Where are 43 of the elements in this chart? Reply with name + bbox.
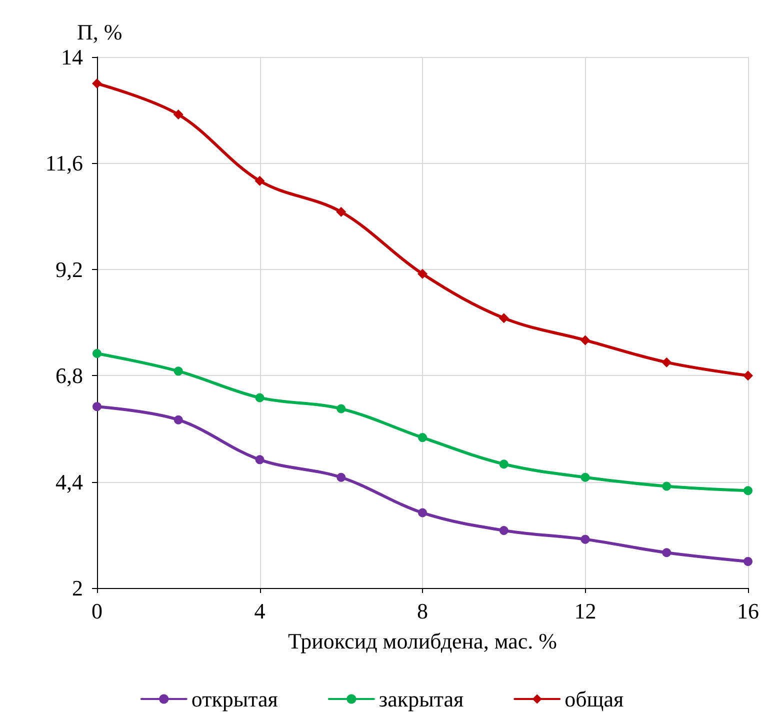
x-tick-label: 8: [417, 598, 428, 624]
point: [92, 402, 102, 412]
point: [92, 78, 102, 89]
point: [580, 335, 590, 346]
y-tick-label: 14: [61, 44, 83, 70]
point: [174, 415, 183, 424]
point: [173, 110, 184, 120]
x-tick-label: 4: [254, 598, 266, 624]
point: [174, 366, 183, 376]
point: [743, 370, 753, 381]
x-tick-label: 12: [574, 598, 596, 624]
point: [255, 393, 264, 402]
x-tick-label: 16: [737, 598, 759, 624]
point: [418, 433, 427, 442]
y-tick-label: 6,8: [56, 363, 83, 388]
point: [255, 455, 264, 464]
point: [336, 404, 346, 414]
point: [336, 472, 346, 482]
y-tick-label: 2: [72, 576, 83, 600]
x-tick-label: 0: [92, 598, 102, 624]
point: [499, 460, 508, 469]
y-tick-label: 4,4: [56, 469, 83, 494]
point: [662, 548, 672, 558]
x-axis-title: Триоксид молибдена, мас. %: [288, 628, 557, 654]
point: [580, 472, 590, 482]
legend-label: закрытая: [378, 686, 464, 712]
legend-label: открытая: [191, 686, 278, 712]
legend-label: общая: [564, 686, 624, 712]
point: [580, 534, 590, 544]
point: [92, 348, 102, 358]
point: [336, 206, 346, 217]
point: [662, 357, 672, 368]
point: [418, 268, 428, 279]
point: [744, 556, 752, 566]
point: [662, 482, 672, 491]
y-tick-label: 9,2: [56, 256, 83, 282]
y-tick-label: 11,6: [45, 150, 83, 176]
point: [254, 176, 265, 186]
y-axis-title: П, %: [77, 20, 122, 44]
point: [499, 526, 508, 535]
point: [744, 486, 752, 496]
point: [418, 508, 427, 518]
point: [498, 313, 509, 324]
